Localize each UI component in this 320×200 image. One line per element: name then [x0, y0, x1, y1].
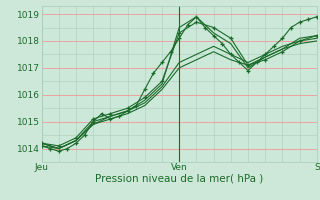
X-axis label: Pression niveau de la mer( hPa ): Pression niveau de la mer( hPa )	[95, 174, 263, 184]
